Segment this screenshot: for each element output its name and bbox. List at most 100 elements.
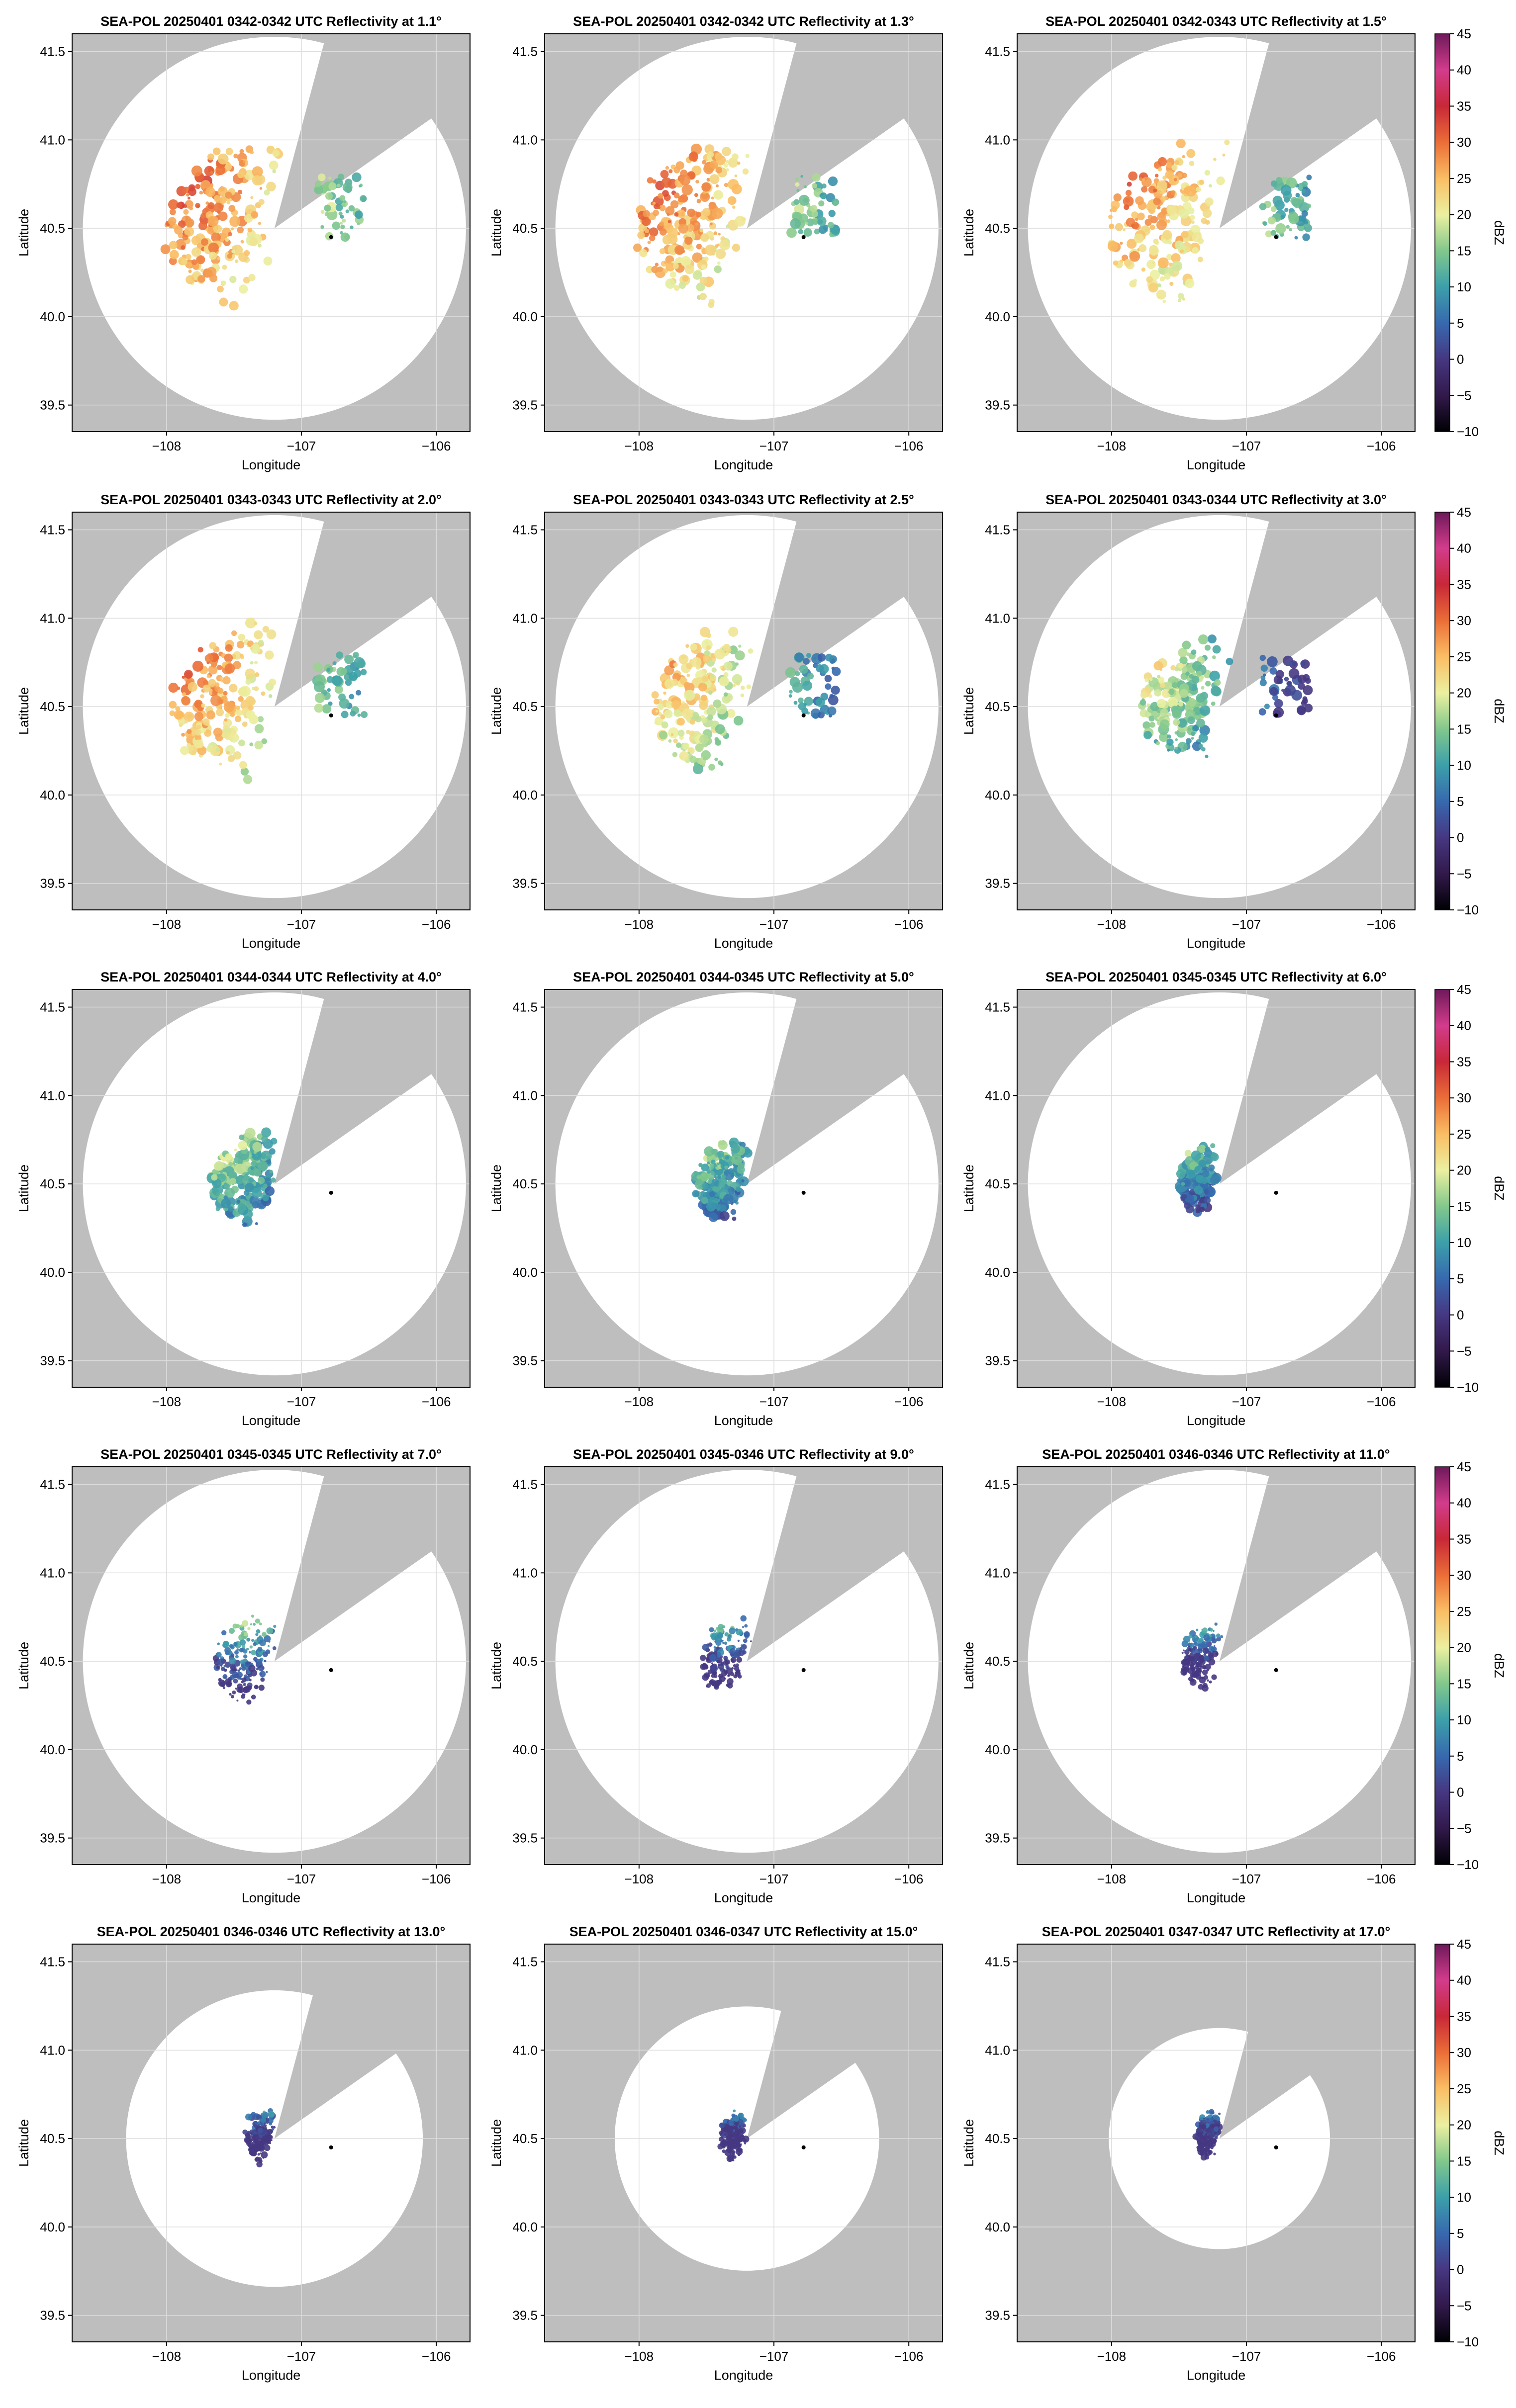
echo-cell — [700, 695, 707, 701]
panel-title: SEA-POL 20250401 0344-0345 UTC Reflectiv… — [573, 970, 914, 984]
echo-cell — [707, 714, 713, 720]
panel-14: −108 −107 −106 39.5 40.0 40.5 41.0 41.5 Longitud… — [489, 1924, 943, 2383]
echo-cell — [168, 683, 179, 693]
x-tick-label: −107 — [1232, 1872, 1261, 1886]
echo-cell — [1269, 667, 1277, 675]
site-marker — [801, 713, 806, 717]
echo-cell — [691, 657, 702, 668]
echo-cell — [260, 1153, 267, 1159]
echo-cell — [825, 653, 833, 662]
echo-cell — [261, 2117, 267, 2123]
axes-frame — [72, 512, 471, 910]
x-tick-label: −106 — [422, 1394, 451, 1409]
echo-cell — [235, 1688, 237, 1690]
echo-cell — [233, 751, 242, 760]
echo-cell — [1197, 257, 1203, 263]
echo-cell — [740, 693, 745, 698]
echo-cell — [1166, 204, 1177, 215]
echo-cell — [686, 224, 694, 232]
y-axis-label: Latitude — [489, 2119, 504, 2167]
echo-cell — [673, 738, 678, 743]
y-tick-label: 39.5 — [512, 398, 538, 413]
x-axis-label: Longitude — [714, 2368, 773, 2383]
echo-cell — [185, 218, 194, 227]
echo-cell — [1154, 174, 1159, 178]
echo-cell — [207, 202, 215, 209]
echo-cell — [219, 196, 227, 204]
echo-cell — [250, 643, 261, 654]
echo-cell — [269, 1169, 273, 1173]
echo-cell — [1270, 230, 1277, 236]
echo-cell — [175, 706, 181, 712]
y-tick-label: 41.5 — [512, 44, 538, 59]
echo-cell — [224, 718, 228, 722]
y-axis-label: Latitude — [489, 209, 504, 257]
echo-cell — [255, 1685, 259, 1689]
echo-cell — [243, 276, 250, 284]
echo-cell — [670, 733, 674, 736]
y-tick-label: 40.5 — [40, 2131, 65, 2146]
echo-cell — [674, 245, 684, 255]
echo-cell — [242, 1620, 249, 1627]
echo-cell — [1269, 687, 1278, 696]
x-tick-label: −108 — [1097, 1872, 1127, 1886]
y-tick-label: 41.5 — [40, 44, 65, 59]
x-tick-label: −106 — [894, 2349, 924, 2364]
echo-cell — [733, 1652, 740, 1658]
echo-cell — [674, 212, 679, 217]
echo-cell — [1203, 1628, 1205, 1630]
echo-cell — [703, 756, 707, 761]
echo-cell — [244, 170, 255, 180]
echo-cell — [735, 1670, 741, 1675]
echo-cell — [233, 1679, 238, 1684]
y-tick-label: 40.0 — [40, 1742, 65, 1757]
echo-cell — [332, 661, 337, 665]
echo-cell — [734, 1666, 740, 1671]
x-tick-label: −107 — [287, 1394, 316, 1409]
echo-cell — [265, 1649, 271, 1655]
echo-cell — [265, 2132, 268, 2135]
echo-cell — [726, 709, 736, 718]
y-tick-label: 40.5 — [40, 699, 65, 714]
echo-cell — [182, 234, 189, 241]
echo-cell — [1272, 195, 1283, 206]
echo-cell — [1149, 721, 1155, 728]
echo-cell — [211, 1174, 218, 1181]
y-tick-label: 39.5 — [512, 876, 538, 891]
y-tick-label: 39.5 — [985, 876, 1010, 891]
colorbar-tick-label: 30 — [1457, 1090, 1471, 1105]
echo-cell — [1166, 254, 1173, 260]
colorbar-tick-label: 40 — [1457, 1496, 1471, 1511]
echo-cell — [789, 677, 800, 688]
echo-cell — [238, 1141, 248, 1151]
echo-cell — [336, 183, 341, 188]
site-marker — [801, 2145, 806, 2149]
echo-cell — [1113, 260, 1118, 266]
y-tick-label: 39.5 — [985, 1831, 1010, 1846]
panel-title: SEA-POL 20250401 0343-0344 UTC Reflectiv… — [1045, 492, 1387, 507]
colorbar-tick-label: −10 — [1457, 2334, 1479, 2349]
x-tick-label: −106 — [894, 917, 924, 932]
panel-7: −108 −107 −106 39.5 40.0 40.5 41.0 41.5 Longitud… — [16, 970, 471, 1428]
echo-cell — [722, 1625, 725, 1627]
colorbar-row-1: 45 40 35 30 25 20 15 10 5 0 −5 −10 dBZ — [1434, 26, 1507, 439]
axes-frame — [544, 33, 943, 432]
echo-cell — [168, 217, 177, 226]
echo-cell — [668, 727, 679, 738]
y-axis-label: Latitude — [961, 1642, 976, 1690]
echo-cell — [242, 160, 246, 164]
echo-cell — [214, 1161, 224, 1171]
echo-cell — [194, 734, 201, 741]
echo-cell — [1188, 1634, 1193, 1639]
x-tick-label: −108 — [152, 439, 182, 453]
echo-cell — [1190, 215, 1195, 220]
echo-cell — [712, 1156, 716, 1159]
colorbar-label: dBZ — [1492, 2131, 1507, 2155]
echo-cell — [261, 1127, 272, 1138]
x-tick-label: −108 — [1097, 917, 1127, 932]
echo-cell — [1268, 216, 1276, 225]
echo-cell — [1226, 658, 1233, 665]
echo-cell — [1301, 216, 1307, 222]
plot-area — [1017, 1944, 1415, 2342]
echo-cell — [724, 1659, 730, 1665]
